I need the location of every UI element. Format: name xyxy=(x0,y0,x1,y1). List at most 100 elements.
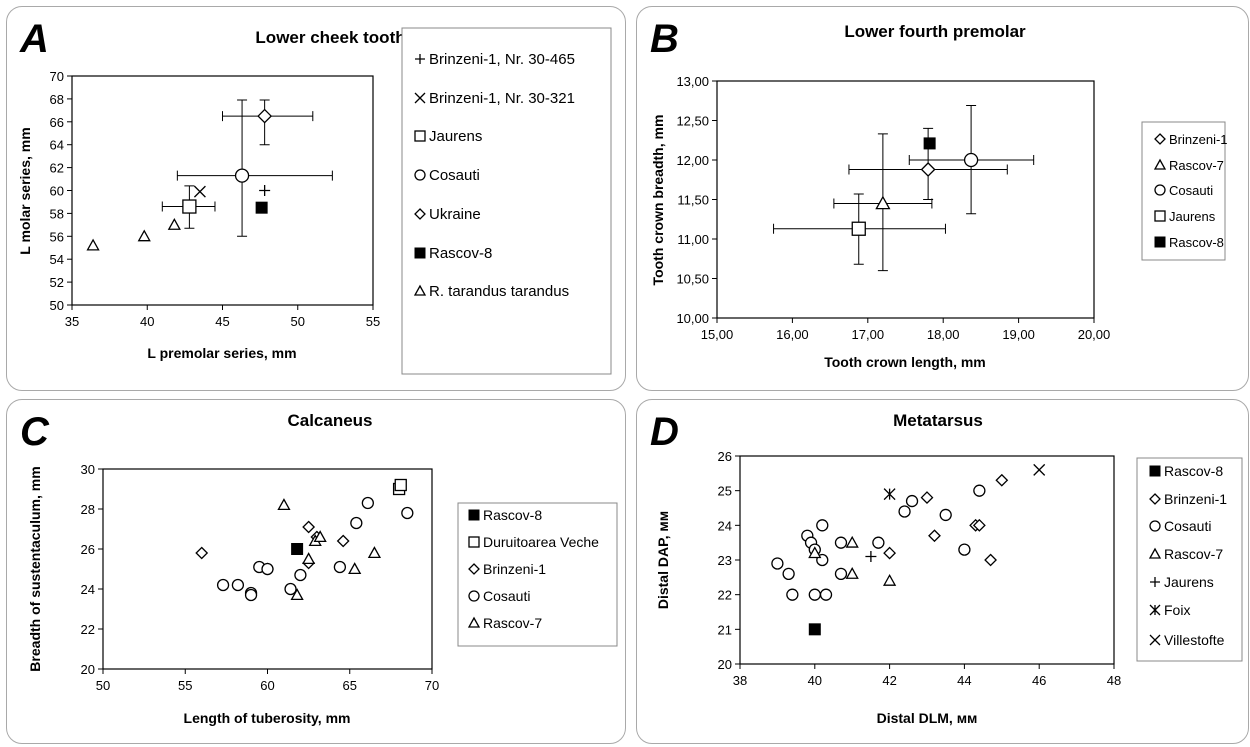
chart-d-legend-marker-jaurens xyxy=(1150,577,1160,587)
chart-d-point-cosauti xyxy=(939,508,952,522)
chart-a-yerr-cosauti xyxy=(237,99,248,237)
chart-b-plot-area xyxy=(716,80,1095,319)
chart-b-point-cosauti xyxy=(963,152,979,168)
chart-c-point-rascov-7 xyxy=(302,552,316,565)
chart-d-legend-label-brinzeni-1: Brinzeni-1 xyxy=(1164,491,1227,507)
chart-a-y-axis-label: L molar series, mm xyxy=(17,127,33,254)
chart-b-panel-letter: B xyxy=(650,17,679,61)
chart-a-point-rascov-8 xyxy=(255,201,268,214)
chart-d-y-tick-label: 23 xyxy=(718,553,732,568)
chart-c-title: Calcaneus xyxy=(287,411,372,430)
chart-d-y-tick-label: 26 xyxy=(718,449,732,464)
chart-d-point-cosauti xyxy=(905,494,919,508)
chart-c-point-brinzeni-1 xyxy=(336,534,350,548)
chart-d-point-foix xyxy=(883,488,896,501)
chart-c-point-cosauti xyxy=(401,506,414,520)
chart-b-title: Lower fourth premolar xyxy=(844,22,1026,41)
chart-d-point-jaurens xyxy=(865,551,877,563)
chart-d-point-cosauti xyxy=(819,588,833,601)
chart-d-plot-area xyxy=(739,455,1115,665)
chart-d-point-cosauti xyxy=(958,543,971,556)
chart-d-point-cosauti xyxy=(834,536,848,549)
chart-d-y-tick-label: 21 xyxy=(718,622,732,637)
chart-d-legend-marker-cosauti xyxy=(1149,520,1161,532)
chart-c-legend-marker-cosauti xyxy=(468,590,480,602)
chart-c-point-cosauti xyxy=(333,560,347,574)
chart-c-point-rascov-7 xyxy=(290,588,304,601)
chart-b-y-tick-label: 12,50 xyxy=(676,114,709,129)
chart-a-x-tick-label: 40 xyxy=(140,314,154,329)
chart-a-point-brinzeni-1-nr-30-321 xyxy=(193,185,206,198)
chart-a-legend-marker-brinzeni-1-nr-30-321 xyxy=(414,92,426,104)
chart-a-x-tick-label: 45 xyxy=(215,314,229,329)
chart-c-legend-label-cosauti: Cosauti xyxy=(483,588,530,604)
chart-a-point-cosauti xyxy=(234,168,250,183)
chart-c-y-axis-label: Breadth of sustentaculum, mm xyxy=(27,466,43,671)
chart-a-point-ukraine xyxy=(257,108,273,124)
chart-b-x-tick-label: 17,00 xyxy=(852,327,885,342)
chart-a-point-jaurens xyxy=(182,199,197,214)
chart-b-legend-label-rascov-7: Rascov-7 xyxy=(1169,158,1224,173)
chart-a-y-tick-label: 68 xyxy=(50,92,64,107)
chart-c-point-cosauti xyxy=(294,568,307,582)
chart-d-x-tick-label: 42 xyxy=(882,673,896,688)
chart-a-point-brinzeni-1-nr-30-465 xyxy=(259,185,271,196)
chart-c-point-cosauti xyxy=(361,496,374,510)
chart-a-legend-marker-jaurens xyxy=(414,130,426,142)
chart-b-legend-label-jaurens: Jaurens xyxy=(1169,209,1216,224)
chart-a-y-tick-label: 60 xyxy=(50,184,64,199)
chart-c-y-tick-label: 28 xyxy=(81,502,95,517)
chart-d-title: Metatarsus xyxy=(893,411,983,430)
chart-c-point-rascov-7 xyxy=(367,546,382,559)
chart-d-point-cosauti xyxy=(872,536,885,549)
chart-b-point-rascov-7 xyxy=(875,195,891,210)
chart-b-legend-marker-rascov-8 xyxy=(1154,236,1166,248)
chart-b-point-rascov-8 xyxy=(923,137,936,150)
chart-d-x-axis-label: Distal DLM, мм xyxy=(877,710,978,726)
chart-c-point-cosauti xyxy=(261,562,274,576)
chart-c-point-cosauti xyxy=(350,516,363,530)
chart-d-y-tick-label: 25 xyxy=(718,484,732,499)
chart-d-legend xyxy=(1136,457,1243,662)
chart-b-y-tick-label: 11,00 xyxy=(677,232,709,247)
chart-a-legend-label-jaurens: Jaurens xyxy=(429,128,482,145)
chart-a-panel-letter: A xyxy=(19,17,49,61)
chart-a-y-tick-label: 70 xyxy=(50,69,64,84)
chart-b-point-brinzeni-1 xyxy=(920,162,936,177)
chart-d-point-brinzeni-1 xyxy=(928,529,941,543)
chart-d-point-cosauti xyxy=(973,484,986,497)
chart-d-y-axis-label: Distal DAP, мм xyxy=(655,511,671,609)
chart-d-x-tick-label: 40 xyxy=(808,673,822,688)
chart-d-point-cosauti xyxy=(782,567,795,581)
chart-d-y-tick-label: 22 xyxy=(718,588,732,603)
chart-a-legend-label-rascov-8: Rascov-8 xyxy=(429,245,492,262)
chart-c-y-tick-label: 30 xyxy=(81,462,95,477)
chart-d-point-brinzeni-1 xyxy=(920,491,934,505)
chart-b-legend-label-rascov-8: Rascov-8 xyxy=(1169,235,1224,250)
chart-d-legend-label-villestofte: Villestofte xyxy=(1164,632,1225,648)
chart-a-legend-label-r-tarandus-tarandus: R. tarandus tarandus xyxy=(429,283,569,300)
chart-c-point-cosauti xyxy=(216,578,230,592)
chart-c-x-tick-label: 55 xyxy=(178,678,192,693)
chart-c-legend-label-rascov-7: Rascov-7 xyxy=(483,615,542,631)
chart-d-panel-letter: D xyxy=(650,410,679,454)
chart-c-point-rascov-7 xyxy=(348,562,362,575)
chart-a-point-r-tarandus-tarandus xyxy=(86,238,100,251)
chart-d-legend-label-jaurens: Jaurens xyxy=(1164,574,1214,590)
chart-d-point-brinzeni-1 xyxy=(984,553,997,567)
chart-a-y-tick-label: 64 xyxy=(50,138,64,153)
chart-d-legend-label-foix: Foix xyxy=(1164,602,1190,618)
chart-b-y-axis-label: Tooth crown breadth, mm xyxy=(650,115,666,286)
chart-a-y-tick-label: 56 xyxy=(50,229,64,244)
chart-d-legend-label-rascov-7: Rascov-7 xyxy=(1164,546,1223,562)
chart-b-y-tick-label: 10,00 xyxy=(676,311,709,326)
chart-a-x-tick-label: 35 xyxy=(65,314,79,329)
chart-d-point-cosauti xyxy=(808,588,821,601)
chart-d-point-rascov-7 xyxy=(808,546,822,559)
chart-d-legend-marker-rascov-7 xyxy=(1148,547,1162,559)
chart-a-y-tick-label: 66 xyxy=(50,115,64,130)
chart-d-x-tick-label: 44 xyxy=(957,673,971,688)
chart-c-x-tick-label: 70 xyxy=(425,678,439,693)
chart-d-point-cosauti xyxy=(771,557,784,570)
chart-a-point-r-tarandus-tarandus xyxy=(167,218,181,230)
